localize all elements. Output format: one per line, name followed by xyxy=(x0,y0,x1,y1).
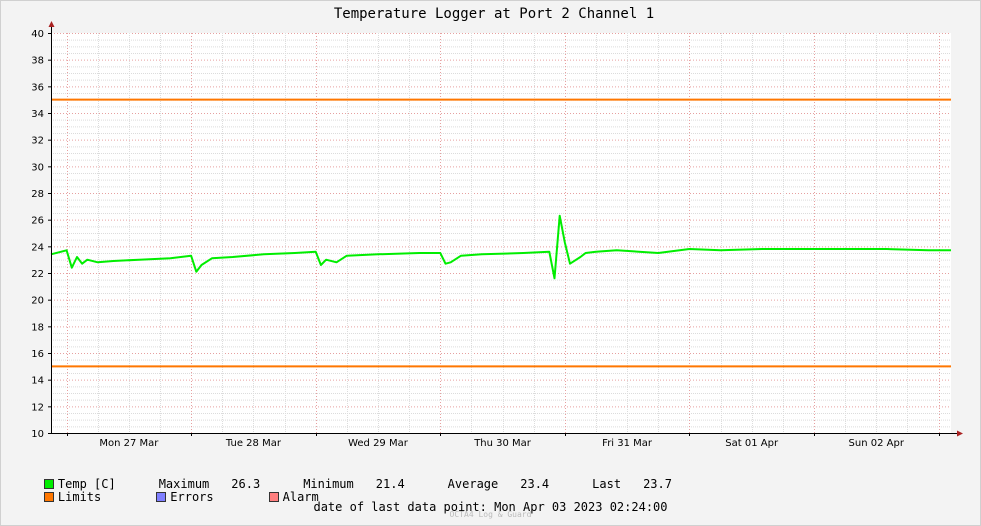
y-tick-label: 18 xyxy=(31,322,44,333)
legend-last-label: Last xyxy=(592,477,622,491)
last-point-label: date of last data point: xyxy=(313,500,487,514)
legend-alarm-label: Alarm xyxy=(282,490,319,504)
x-tick-label: Sun 02 Apr xyxy=(849,438,905,449)
x-tick-label: Mon 27 Mar xyxy=(99,438,159,449)
y-axis-arrow-icon xyxy=(48,21,55,27)
y-tick-label: 26 xyxy=(31,216,44,227)
y-tick-label: 30 xyxy=(31,162,44,173)
last-data-point: date of last data point: Mon Apr 03 2023… xyxy=(0,500,981,514)
legend-minimum-value: 21.4 xyxy=(375,477,405,491)
legend-minimum-label: Minimum xyxy=(303,477,354,491)
legend-limits-label: Limits xyxy=(57,490,102,504)
x-axis-arrow-icon xyxy=(957,430,963,437)
last-point-value: Mon Apr 03 2023 02:24:00 xyxy=(494,500,668,514)
x-tick-label: Sat 01 Apr xyxy=(725,438,779,449)
legend-average-value: 23.4 xyxy=(520,477,550,491)
watermark: OCTA4 Log & Guard xyxy=(449,510,532,519)
y-tick-label: 24 xyxy=(31,242,44,253)
axis-layer: 10 12 14 16 18 20 22 24 26 28 30 32 34 36 38 40 Mon 27 M… xyxy=(31,21,963,449)
y-tick-label: 32 xyxy=(31,136,44,147)
x-tick-label: Tue 28 Mar xyxy=(225,438,282,449)
limit-layer xyxy=(51,98,951,368)
y-tick-label: 10 xyxy=(31,429,44,440)
errors-swatch-icon xyxy=(156,492,167,502)
legend-last-value: 23.7 xyxy=(643,477,672,491)
legend-average-label: Average xyxy=(447,477,499,491)
legend-row-status: Limits Errors Alarm xyxy=(15,476,319,518)
limits-swatch-icon xyxy=(43,492,54,502)
y-tick-label: 28 xyxy=(31,189,44,200)
y-tick-label: 20 xyxy=(31,296,44,307)
x-tick-label: Wed 29 Mar xyxy=(348,438,409,449)
y-tick-label: 16 xyxy=(31,349,44,360)
legend-maximum-value: 26.3 xyxy=(231,477,261,491)
temp-swatch-icon xyxy=(43,479,54,489)
legend-temp-label: Temp [C] xyxy=(57,477,116,491)
alarm-swatch-icon xyxy=(268,492,279,502)
x-tick-label: Thu 30 Mar xyxy=(473,438,532,449)
series-layer xyxy=(50,214,951,280)
y-tick-label: 22 xyxy=(31,269,44,280)
x-tick-label: Fri 31 Mar xyxy=(602,438,653,449)
chart-title: Temperature Logger at Port 2 Channel 1 xyxy=(334,6,654,22)
y-tick-label: 36 xyxy=(31,82,44,93)
temperature-series-line xyxy=(50,214,951,280)
y-tick-label: 38 xyxy=(31,56,44,67)
y-tick-label: 12 xyxy=(31,402,44,413)
legend-errors-label: Errors xyxy=(170,490,214,504)
legend-maximum-label: Maximum xyxy=(158,477,210,491)
legend-row-stats: Temp [C] Maximum 26.3 Minimum 21.4 Average 23.… xyxy=(15,463,672,505)
y-tick-label: 40 xyxy=(31,29,44,40)
y-tick-label: 34 xyxy=(31,109,44,120)
y-tick-label: 14 xyxy=(31,376,44,387)
grid-layer xyxy=(51,33,951,434)
